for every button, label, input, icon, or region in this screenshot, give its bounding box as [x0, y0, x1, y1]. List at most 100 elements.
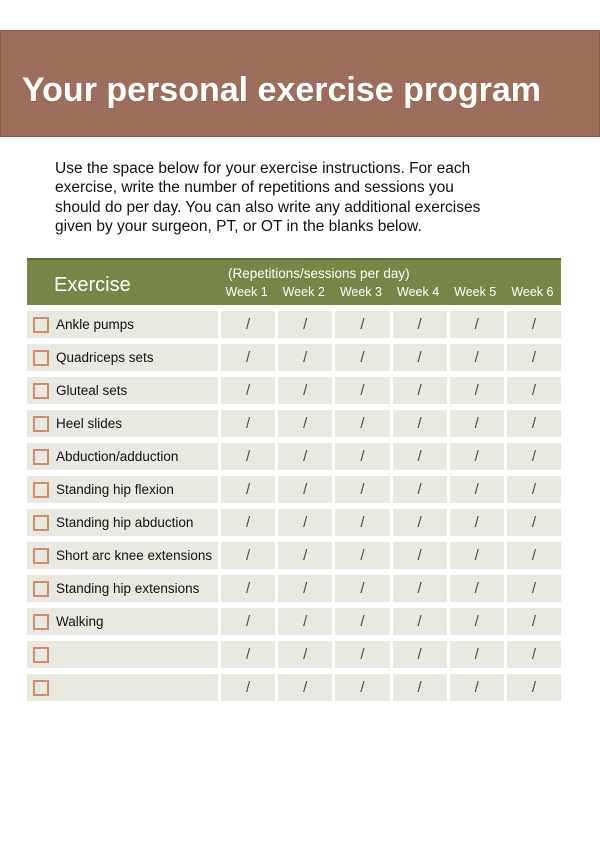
- week-entry-cell: /: [506, 641, 561, 668]
- week-entry-cell: /: [506, 377, 561, 404]
- week-entry-cell: /: [221, 377, 276, 404]
- week-entry-cell: /: [278, 410, 333, 437]
- week-entry-cell: /: [449, 377, 504, 404]
- week-entry-cell: /: [449, 542, 504, 569]
- exercise-checkbox[interactable]: [33, 481, 49, 498]
- week-entry-cell: /: [278, 509, 333, 536]
- exercise-checkbox[interactable]: [33, 646, 49, 663]
- exercise-label: Quadriceps sets: [56, 350, 154, 365]
- exercise-label: Walking: [56, 614, 104, 629]
- exercise-name-cell: Standing hip abduction: [27, 509, 218, 536]
- exercise-checkbox[interactable]: [33, 448, 49, 465]
- table-row: Gluteal sets / / / / / /: [27, 377, 561, 404]
- week-entry-cell: /: [449, 674, 504, 701]
- week-column-header: Week 2: [282, 285, 325, 299]
- exercise-label: Abduction/adduction: [56, 449, 179, 464]
- table-row: Ankle pumps / / / / / /: [27, 311, 561, 338]
- exercise-label: Standing hip abduction: [56, 515, 194, 530]
- week-entry-cell: /: [449, 608, 504, 635]
- exercise-column-header: Exercise: [54, 274, 131, 296]
- week-entry-cell: /: [392, 443, 447, 470]
- week-entry-cell: /: [392, 575, 447, 602]
- table-body: Ankle pumps / / / / / / Quadriceps sets / / / / / / Gl…: [27, 311, 561, 701]
- intro-text: Use the space below for your exercise in…: [55, 159, 545, 236]
- exercise-checkbox[interactable]: [33, 349, 49, 366]
- week-entry-cell: /: [335, 311, 390, 338]
- week-entry-cell: /: [335, 608, 390, 635]
- exercise-name-cell: Heel slides: [27, 410, 218, 437]
- week-entry-cell: /: [506, 443, 561, 470]
- exercise-name-cell: [27, 674, 218, 701]
- exercise-name-cell: Standing hip extensions: [27, 575, 218, 602]
- exercise-checkbox[interactable]: [33, 547, 49, 564]
- intro-line: Use the space below for your exercise in…: [55, 160, 471, 177]
- week-entry-cell: /: [335, 641, 390, 668]
- week-entry-cell: /: [221, 344, 276, 371]
- week-entry-cell: /: [449, 344, 504, 371]
- week-entry-cell: /: [278, 608, 333, 635]
- weeks-header-group: (Repetitions/sessions per day) Week 1 Wee…: [218, 260, 561, 305]
- table-row: Standing hip flexion / / / / / /: [27, 476, 561, 503]
- repetitions-per-day-header: (Repetitions/sessions per day): [228, 266, 410, 281]
- exercise-name-cell: Gluteal sets: [27, 377, 218, 404]
- intro-line: given by your surgeon, PT, or OT in the …: [55, 217, 422, 235]
- week-entry-cell: /: [506, 476, 561, 503]
- week-entry-cell: /: [335, 542, 390, 569]
- exercise-checkbox[interactable]: [33, 580, 49, 597]
- exercise-label: Gluteal sets: [56, 383, 128, 398]
- table-row: Heel slides / / / / / /: [27, 410, 561, 437]
- week-entry-cell: /: [221, 575, 276, 602]
- exercise-name-cell: [27, 641, 218, 668]
- page-title: Your personal exercise program: [22, 71, 542, 109]
- week-entry-cell: /: [221, 311, 276, 338]
- exercise-name-cell: Quadriceps sets: [27, 344, 218, 371]
- week-entry-cell: /: [278, 542, 333, 569]
- exercise-checkbox[interactable]: [33, 415, 49, 432]
- exercise-checkbox[interactable]: [33, 382, 49, 399]
- week-entry-cell: /: [278, 344, 333, 371]
- week-entry-cell: /: [392, 674, 447, 701]
- exercise-name-cell: Walking: [27, 608, 218, 635]
- week-entry-cell: /: [335, 674, 390, 701]
- week-entry-cell: /: [392, 410, 447, 437]
- table-row: / / / / / /: [27, 674, 561, 701]
- week-entry-cell: /: [221, 410, 276, 437]
- week-entry-cell: /: [335, 443, 390, 470]
- table-row: Walking / / / / / /: [27, 608, 561, 635]
- week-column-header: Week 1: [225, 285, 268, 299]
- week-entry-cell: /: [392, 344, 447, 371]
- week-entry-cell: /: [506, 410, 561, 437]
- week-entry-cell: /: [449, 443, 504, 470]
- week-entry-cell: /: [278, 443, 333, 470]
- exercise-name-cell: Standing hip flexion: [27, 476, 218, 503]
- week-entry-cell: /: [278, 311, 333, 338]
- week-entry-cell: /: [392, 641, 447, 668]
- exercise-checkbox[interactable]: [33, 613, 49, 630]
- week-entry-cell: /: [506, 575, 561, 602]
- week-entry-cell: /: [449, 509, 504, 536]
- week-column-header: Week 6: [511, 285, 554, 299]
- table-row: Abduction/adduction / / / / / /: [27, 443, 561, 470]
- week-entry-cell: /: [278, 476, 333, 503]
- week-entry-cell: /: [449, 575, 504, 602]
- week-labels-row: Week 1 Week 2 Week 3 Week 4 Week 5 Week 6: [218, 285, 561, 299]
- exercise-checkbox[interactable]: [33, 316, 49, 333]
- week-entry-cell: /: [449, 311, 504, 338]
- week-entry-cell: /: [335, 509, 390, 536]
- week-entry-cell: /: [506, 311, 561, 338]
- week-entry-cell: /: [392, 608, 447, 635]
- week-entry-cell: /: [278, 575, 333, 602]
- week-entry-cell: /: [221, 542, 276, 569]
- week-entry-cell: /: [335, 377, 390, 404]
- exercise-checkbox[interactable]: [33, 514, 49, 531]
- exercise-label: Heel slides: [56, 416, 123, 431]
- week-entry-cell: /: [335, 410, 390, 437]
- exercise-label: Standing hip extensions: [56, 581, 200, 596]
- exercise-checkbox[interactable]: [33, 679, 49, 696]
- week-entry-cell: /: [221, 674, 276, 701]
- intro-line: should do per day. You can also write an…: [55, 198, 481, 216]
- week-column-header: Week 3: [339, 285, 382, 299]
- week-entry-cell: /: [392, 542, 447, 569]
- exercise-table: Exercise (Repetitions/sessions per day) …: [27, 258, 561, 701]
- week-entry-cell: /: [392, 509, 447, 536]
